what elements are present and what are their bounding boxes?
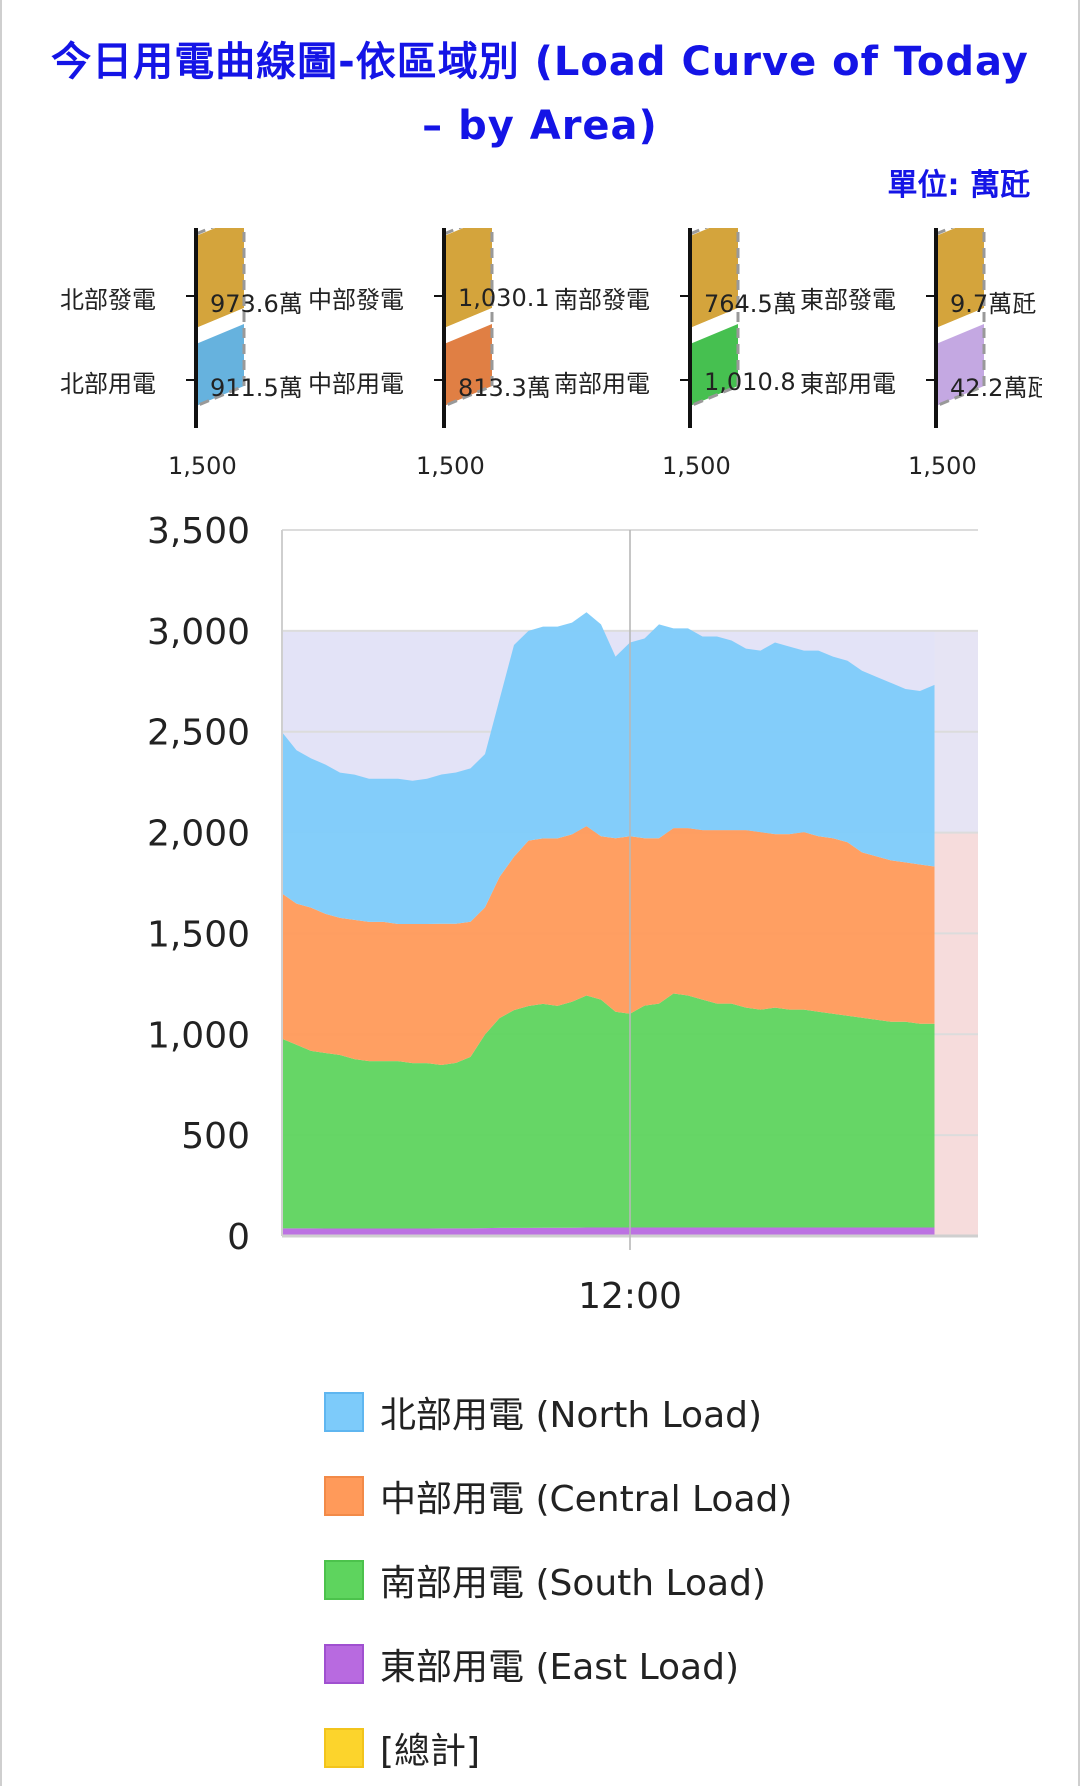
generation-value: 764.5萬 <box>704 290 796 318</box>
y-tick-label: 1,500 <box>147 914 250 955</box>
gauge-0: 北部發電 973.6萬北部用電 911.5萬 1,500 <box>56 228 302 480</box>
gauge-axis-tick: 1,500 <box>168 452 237 480</box>
load-bar <box>936 324 984 406</box>
legend-label: [總計] <box>380 1731 481 1772</box>
legend-item[interactable]: 南部用電 (South Load) <box>324 1538 792 1622</box>
legend-swatch <box>324 1644 364 1684</box>
y-tick-label: 0 <box>227 1217 250 1258</box>
legend-label: 東部用電 (East Load) <box>380 1647 740 1688</box>
area-series-0 <box>282 1227 935 1236</box>
legend-swatch <box>324 1560 364 1600</box>
generation-bar <box>196 228 244 328</box>
legend-item[interactable]: 中部用電 (Central Load) <box>324 1454 792 1538</box>
chart-legend: 北部用電 (North Load) 中部用電 (Central Load) 南部用電… <box>324 1370 792 1790</box>
load-label: 東部用電 <box>800 370 896 398</box>
generation-value: 9.7萬瓩 <box>950 290 1037 318</box>
y-tick-label: 3,500 <box>147 511 250 552</box>
area-series-1 <box>282 993 935 1229</box>
y-tick-label: 2,500 <box>147 713 250 754</box>
generation-label: 中部發電 <box>308 286 404 314</box>
y-tick-label: 3,000 <box>147 612 250 653</box>
legend-swatch <box>324 1392 364 1432</box>
legend-item[interactable]: 東部用電 (East Load) <box>324 1622 792 1706</box>
gauge-bar <box>186 228 246 428</box>
generation-bar <box>444 228 492 328</box>
load-label: 中部用電 <box>308 370 404 398</box>
gauge-bar <box>926 228 986 428</box>
load-bar <box>196 324 244 406</box>
load-curve-chart: 0 500 1,000 1,500 2,000 2,500 3,000 3,500 12:00 <box>147 511 978 1317</box>
x-tick-label: 12:00 <box>578 1276 682 1317</box>
load-label: 北部用電 <box>60 370 156 398</box>
gauge-axis-tick: 1,500 <box>662 452 731 480</box>
y-tick-label: 1,000 <box>147 1015 250 1056</box>
load-value: 813.3萬 <box>458 374 550 402</box>
load-bar <box>690 324 738 406</box>
gauge-axis-tick: 1,500 <box>416 452 485 480</box>
generation-label: 南部發電 <box>554 286 650 314</box>
gauge-bar <box>680 228 740 428</box>
load-bar <box>444 324 492 406</box>
gauge-1: 中部發電 1,030.1 中部用電 813.3萬 1,500 <box>304 228 550 480</box>
legend-label: 南部用電 (South Load) <box>380 1563 766 1604</box>
gauge-3: 東部發電 9.7萬瓩東部用電 42.2萬瓩 1,500 <box>796 228 1042 480</box>
area-series-3 <box>282 612 935 924</box>
gauge-axis-tick: 1,500 <box>908 452 977 480</box>
generation-bar <box>936 228 984 328</box>
gauge-bar <box>434 228 494 428</box>
generation-bar <box>690 228 738 328</box>
legend-swatch <box>324 1476 364 1516</box>
generation-label: 東部發電 <box>800 286 896 314</box>
generation-value: 1,030.1 <box>458 284 550 312</box>
load-value: 1,010.8 <box>704 368 796 396</box>
load-label: 南部用電 <box>554 370 650 398</box>
chart-title: 今日用電曲線圖-依區域別 (Load Curve of Today – by A… <box>51 39 1029 149</box>
y-tick-label: 500 <box>181 1116 250 1157</box>
load-value: 911.5萬 <box>210 374 302 402</box>
load-value: 42.2萬瓩 <box>950 374 1042 402</box>
legend-swatch <box>324 1728 364 1768</box>
generation-value: 973.6萬 <box>210 290 302 318</box>
unit-label: 單位: 萬瓩 <box>887 168 1030 203</box>
legend-item[interactable]: 北部用電 (North Load) <box>324 1370 792 1454</box>
gauge-2: 南部發電 764.5萬南部用電 1,010.8 1,500 <box>550 228 796 480</box>
legend-item[interactable]: [總計] <box>324 1706 792 1790</box>
generation-label: 北部發電 <box>60 286 156 314</box>
y-tick-label: 2,000 <box>147 814 250 855</box>
area-series-2 <box>282 826 935 1065</box>
legend-label: 北部用電 (North Load) <box>380 1395 763 1436</box>
legend-label: 中部用電 (Central Load) <box>380 1479 793 1520</box>
